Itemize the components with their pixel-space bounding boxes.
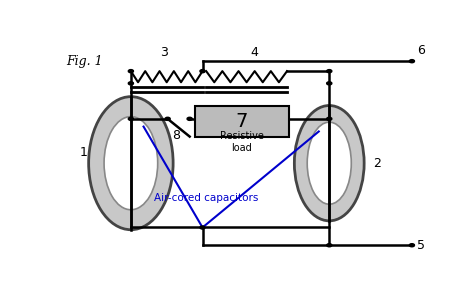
Text: 8: 8 xyxy=(173,129,181,142)
Ellipse shape xyxy=(307,122,351,204)
Circle shape xyxy=(327,70,332,73)
Text: 5: 5 xyxy=(418,239,426,252)
Circle shape xyxy=(410,244,414,247)
Circle shape xyxy=(327,82,332,85)
Circle shape xyxy=(200,70,205,73)
Circle shape xyxy=(200,226,205,229)
Circle shape xyxy=(128,117,134,120)
Text: Air-cored capacitors: Air-cored capacitors xyxy=(154,193,258,202)
Circle shape xyxy=(327,117,332,120)
Text: 4: 4 xyxy=(250,46,258,59)
Circle shape xyxy=(187,117,192,120)
Text: 1: 1 xyxy=(80,146,87,159)
Circle shape xyxy=(165,117,170,120)
Text: 7: 7 xyxy=(236,111,248,130)
Circle shape xyxy=(128,82,134,85)
Text: 2: 2 xyxy=(374,157,381,170)
Text: Fig. 1: Fig. 1 xyxy=(66,55,103,68)
Circle shape xyxy=(128,70,134,73)
Text: 6: 6 xyxy=(418,43,425,56)
Circle shape xyxy=(327,244,332,247)
Text: Resistive
load: Resistive load xyxy=(220,131,264,153)
Circle shape xyxy=(410,60,414,63)
FancyBboxPatch shape xyxy=(195,105,289,137)
Text: 3: 3 xyxy=(160,46,168,59)
Ellipse shape xyxy=(104,117,158,210)
Ellipse shape xyxy=(89,97,173,230)
Ellipse shape xyxy=(294,105,364,221)
